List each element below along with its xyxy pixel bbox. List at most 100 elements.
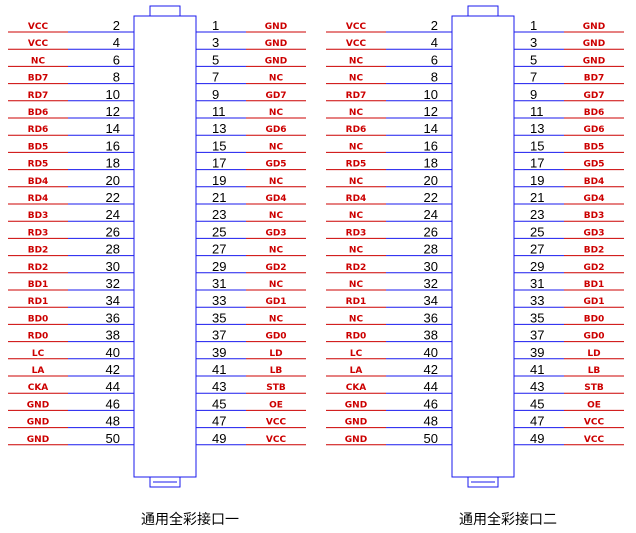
left-pin-number: 48 bbox=[424, 414, 438, 429]
right-pin-number: 49 bbox=[530, 431, 544, 446]
right-signal-label: GD0 bbox=[583, 332, 604, 342]
left-signal-label: NC bbox=[349, 211, 364, 221]
left-pin-number: 6 bbox=[113, 52, 120, 67]
right-pin-number: 35 bbox=[530, 310, 544, 325]
left-pin-number: 22 bbox=[424, 190, 438, 205]
left-signal-label: GND bbox=[345, 418, 367, 428]
left-signal-label: RD3 bbox=[346, 228, 367, 238]
right-pin-number: 35 bbox=[212, 310, 226, 325]
left-pin-number: 20 bbox=[106, 173, 120, 188]
left-signal-label: RD0 bbox=[346, 332, 367, 342]
right-pin-number: 11 bbox=[530, 104, 544, 119]
right-signal-label: GD1 bbox=[265, 297, 286, 307]
right-signal-label: OE bbox=[269, 400, 283, 410]
right-signal-label: LD bbox=[587, 349, 600, 359]
right-signal-label: STB bbox=[584, 383, 604, 393]
right-signal-label: BD1 bbox=[584, 280, 605, 290]
left-signal-label: RD0 bbox=[28, 332, 49, 342]
left-signal-label: VCC bbox=[346, 39, 367, 49]
right-signal-label: NC bbox=[269, 74, 284, 84]
left-pin-number: 46 bbox=[424, 396, 438, 411]
left-pin-number: 44 bbox=[424, 379, 438, 394]
right-signal-label: GD4 bbox=[265, 194, 286, 204]
connector-latch-top bbox=[467, 5, 499, 17]
right-pin-number: 5 bbox=[530, 52, 537, 67]
right-signal-label: GND bbox=[265, 56, 287, 66]
left-signal-label: NC bbox=[349, 314, 364, 324]
left-signal-label: RD7 bbox=[346, 91, 367, 101]
right-pin-number: 41 bbox=[212, 362, 226, 377]
left-signal-label: NC bbox=[349, 280, 364, 290]
left-pin-number: 34 bbox=[106, 293, 120, 308]
right-signal-label: BD6 bbox=[584, 108, 605, 118]
left-pin-number: 18 bbox=[424, 156, 438, 171]
left-signal-label: NC bbox=[349, 108, 364, 118]
right-signal-label: BD2 bbox=[584, 246, 605, 256]
right-signal-label: GD3 bbox=[583, 228, 604, 238]
right-signal-label: GD3 bbox=[265, 228, 286, 238]
left-pin-number: 26 bbox=[424, 224, 438, 239]
left-signal-label: NC bbox=[349, 177, 364, 187]
right-signal-label: GND bbox=[583, 56, 605, 66]
right-signal-label: GND bbox=[265, 39, 287, 49]
left-signal-label: VCC bbox=[28, 22, 49, 32]
left-pin-number: 30 bbox=[106, 259, 120, 274]
left-signal-label: BD1 bbox=[28, 280, 49, 290]
right-signal-label: NC bbox=[269, 280, 284, 290]
left-signal-label: RD1 bbox=[28, 297, 49, 307]
left-signal-label: RD4 bbox=[28, 194, 49, 204]
left-signal-label: NC bbox=[349, 246, 364, 256]
right-signal-label: GND bbox=[583, 22, 605, 32]
right-pin-number: 43 bbox=[212, 379, 226, 394]
right-pin-number: 31 bbox=[212, 276, 226, 291]
right-pin-number: 13 bbox=[212, 121, 226, 136]
right-pin-number: 19 bbox=[530, 173, 544, 188]
left-signal-label: GND bbox=[27, 435, 49, 445]
right-pin-number: 45 bbox=[212, 396, 226, 411]
left-pin-number: 32 bbox=[424, 276, 438, 291]
right-signal-label: NC bbox=[269, 314, 284, 324]
right-signal-label: STB bbox=[266, 383, 286, 393]
left-signal-label: BD4 bbox=[28, 177, 49, 187]
left-signal-label: RD2 bbox=[346, 263, 367, 273]
connector-body bbox=[133, 15, 197, 478]
left-signal-label: RD1 bbox=[346, 297, 367, 307]
right-signal-label: BD7 bbox=[584, 74, 605, 84]
right-signal-label: GD6 bbox=[265, 125, 286, 135]
right-signal-label: LD bbox=[269, 349, 282, 359]
left-signal-label: RD5 bbox=[346, 160, 367, 170]
right-pin-number: 9 bbox=[212, 87, 219, 102]
right-pin-number: 39 bbox=[530, 345, 544, 360]
left-pin-number: 20 bbox=[424, 173, 438, 188]
left-pin-number: 10 bbox=[424, 87, 438, 102]
left-signal-label: RD3 bbox=[28, 228, 49, 238]
right-pin-number: 21 bbox=[212, 190, 226, 205]
left-signal-label: GND bbox=[345, 435, 367, 445]
left-pin-number: 12 bbox=[424, 104, 438, 119]
right-pin-number: 31 bbox=[530, 276, 544, 291]
right-pin-number: 41 bbox=[530, 362, 544, 377]
left-signal-label: BD2 bbox=[28, 246, 49, 256]
left-pin-number: 38 bbox=[424, 328, 438, 343]
left-pin-number: 40 bbox=[106, 345, 120, 360]
left-pin-number: 50 bbox=[424, 431, 438, 446]
right-pin-number: 3 bbox=[530, 35, 537, 50]
left-signal-label: BD3 bbox=[28, 211, 49, 221]
right-pin-number: 21 bbox=[530, 190, 544, 205]
right-signal-label: VCC bbox=[584, 435, 605, 445]
right-pin-number: 15 bbox=[212, 138, 226, 153]
left-signal-label: CKA bbox=[28, 383, 49, 393]
right-pin-number: 23 bbox=[212, 207, 226, 222]
right-signal-label: LB bbox=[270, 366, 283, 376]
right-signal-label: GD6 bbox=[583, 125, 604, 135]
right-signal-label: GD5 bbox=[583, 160, 604, 170]
right-pin-number: 17 bbox=[212, 156, 226, 171]
connector-body bbox=[451, 15, 515, 478]
left-pin-number: 36 bbox=[106, 310, 120, 325]
left-pin-number: 16 bbox=[106, 138, 120, 153]
left-signal-label: GND bbox=[27, 400, 49, 410]
right-pin-number: 29 bbox=[530, 259, 544, 274]
right-signal-label: GD7 bbox=[265, 91, 286, 101]
right-pin-number: 27 bbox=[212, 242, 226, 257]
